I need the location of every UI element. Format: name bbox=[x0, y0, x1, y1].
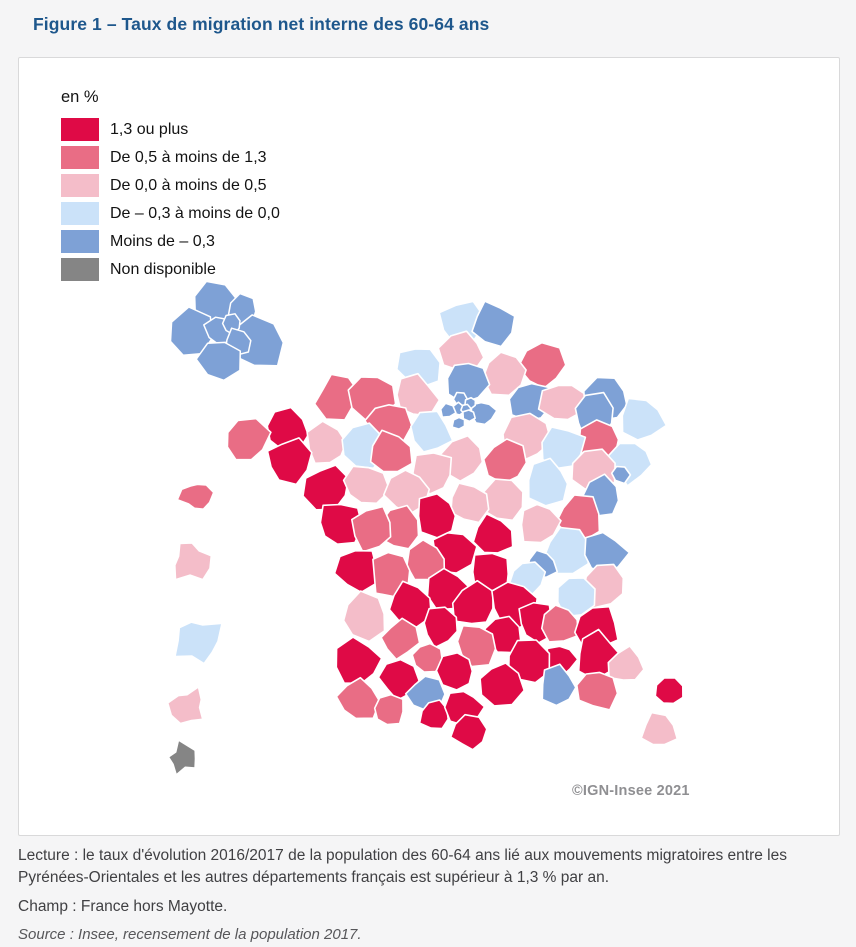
legend-label: Moins de – 0,3 bbox=[110, 232, 215, 250]
department-36 bbox=[417, 493, 457, 539]
legend-label: De – 0,3 à moins de 0,0 bbox=[110, 204, 280, 222]
department-40 bbox=[335, 636, 383, 684]
legend-item: Moins de – 0,3 bbox=[61, 230, 280, 253]
legend: en % 1,3 ou plus De 0,5 à moins de 1,3 De … bbox=[61, 88, 280, 286]
france-map bbox=[167, 280, 684, 776]
department-28 bbox=[410, 410, 454, 453]
figure-notes: Lecture : le taux d'évolution 2016/2017 … bbox=[18, 845, 833, 946]
department-67 bbox=[621, 397, 668, 441]
legend-items: 1,3 ou plus De 0,5 à moins de 1,3 De 0,0 à… bbox=[61, 118, 280, 281]
department-52 bbox=[541, 426, 587, 470]
department-90 bbox=[610, 465, 632, 485]
figure-title: Figure 1 – Taux de migration net interne… bbox=[33, 14, 490, 34]
legend-item: 1,3 ou plus bbox=[61, 118, 280, 141]
department-973 bbox=[174, 621, 223, 665]
legend-swatch bbox=[61, 258, 99, 281]
department-47 bbox=[380, 617, 421, 661]
department-35 bbox=[306, 420, 347, 465]
legend-label: Non disponible bbox=[110, 260, 216, 278]
department-34 bbox=[479, 662, 525, 707]
legend-item: De 0,5 à moins de 1,3 bbox=[61, 146, 280, 169]
note-lecture: Lecture : le taux d'évolution 2016/2017 … bbox=[18, 847, 787, 886]
department-59 bbox=[471, 300, 516, 348]
department-50 bbox=[313, 373, 359, 421]
department-26 bbox=[541, 604, 580, 643]
department-72 bbox=[369, 429, 413, 473]
department-2B bbox=[654, 677, 684, 705]
department-91 bbox=[451, 416, 466, 430]
department-87 bbox=[406, 539, 446, 581]
department-66 bbox=[449, 713, 488, 751]
note-champ: Champ : France hors Mayotte. bbox=[18, 898, 228, 915]
note-source: Source : Insee, recensement de la popula… bbox=[18, 926, 362, 943]
department-inset-91 bbox=[195, 341, 242, 382]
department-46 bbox=[423, 606, 458, 649]
department-94 bbox=[462, 409, 476, 423]
legend-swatch bbox=[61, 174, 99, 197]
department-21 bbox=[527, 457, 569, 507]
legend-swatch bbox=[61, 202, 99, 225]
department-2A bbox=[640, 711, 679, 746]
department-74 bbox=[584, 531, 631, 575]
department-08 bbox=[517, 341, 567, 389]
department-89 bbox=[482, 438, 528, 485]
department-02 bbox=[482, 351, 527, 397]
legend-swatch bbox=[61, 118, 99, 141]
legend-item: Non disponible bbox=[61, 258, 280, 281]
legend-item: De 0,0 à moins de 0,5 bbox=[61, 174, 280, 197]
department-44 bbox=[302, 464, 350, 511]
legend-label: 1,3 ou plus bbox=[110, 120, 189, 138]
department-85 bbox=[319, 503, 363, 545]
legend-label: De 0,5 à moins de 1,3 bbox=[110, 148, 267, 166]
department-974 bbox=[167, 686, 204, 725]
legend-title: en % bbox=[61, 88, 99, 106]
department-56 bbox=[266, 437, 313, 486]
department-17 bbox=[333, 549, 378, 594]
department-65 bbox=[373, 693, 404, 726]
department-972 bbox=[174, 542, 212, 581]
map-panel: en % 1,3 ou plus De 0,5 à moins de 1,3 De … bbox=[18, 57, 840, 836]
department-55 bbox=[537, 384, 588, 421]
department-03 bbox=[472, 513, 514, 554]
department-29 bbox=[226, 417, 272, 461]
department-33 bbox=[342, 590, 386, 643]
department-13 bbox=[541, 663, 577, 707]
map-credit: ©IGN-Insee 2021 bbox=[572, 783, 690, 799]
legend-item: De – 0,3 à moins de 0,0 bbox=[61, 202, 280, 225]
department-12 bbox=[456, 624, 497, 668]
legend-swatch bbox=[61, 230, 99, 253]
department-64 bbox=[335, 676, 381, 720]
legend-label: De 0,0 à moins de 0,5 bbox=[110, 176, 267, 194]
department-81 bbox=[435, 652, 474, 691]
department-971 bbox=[176, 483, 215, 510]
department-83 bbox=[576, 671, 619, 711]
department-18 bbox=[450, 482, 490, 524]
department-976 bbox=[167, 739, 197, 776]
legend-swatch bbox=[61, 146, 99, 169]
department-71 bbox=[520, 503, 562, 544]
department-78 bbox=[439, 402, 457, 418]
